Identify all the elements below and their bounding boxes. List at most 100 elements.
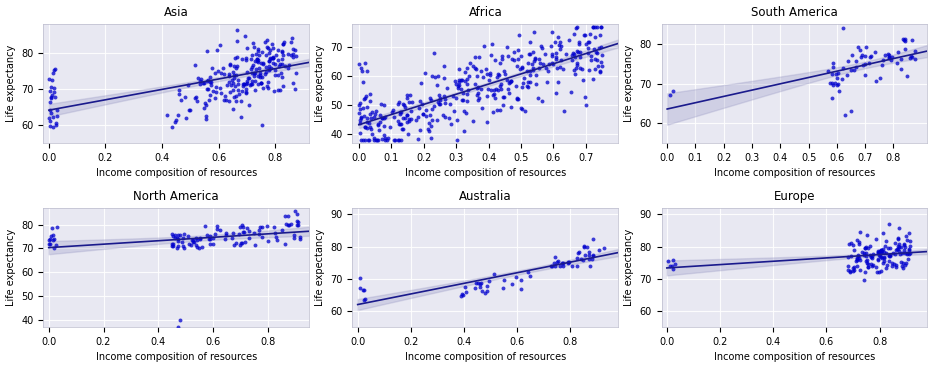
Point bbox=[501, 53, 516, 59]
Point bbox=[545, 53, 560, 59]
Point bbox=[902, 251, 917, 256]
Point bbox=[863, 53, 878, 59]
Point bbox=[543, 43, 558, 49]
Point bbox=[882, 222, 897, 227]
Point bbox=[274, 74, 289, 79]
Point bbox=[166, 233, 181, 239]
Point bbox=[43, 84, 58, 90]
Point bbox=[229, 93, 244, 99]
Point bbox=[522, 68, 537, 74]
Point bbox=[45, 70, 60, 76]
Point bbox=[883, 253, 898, 259]
Point bbox=[198, 223, 213, 229]
Point bbox=[573, 49, 588, 54]
Point bbox=[228, 82, 243, 88]
Point bbox=[567, 54, 582, 60]
Point bbox=[226, 69, 241, 75]
Point bbox=[429, 117, 444, 123]
Point bbox=[354, 65, 369, 71]
Point bbox=[261, 50, 276, 56]
Point bbox=[456, 98, 471, 103]
Point bbox=[189, 244, 204, 250]
Point bbox=[377, 137, 392, 143]
Point bbox=[210, 47, 225, 53]
Point bbox=[202, 237, 217, 243]
Point bbox=[482, 72, 497, 78]
Point bbox=[825, 64, 840, 70]
Point bbox=[219, 82, 234, 88]
Point bbox=[251, 47, 266, 53]
Point bbox=[43, 107, 58, 113]
Point bbox=[230, 77, 245, 83]
Point bbox=[460, 76, 475, 82]
Point bbox=[247, 59, 262, 64]
Point bbox=[412, 127, 427, 133]
Point bbox=[585, 76, 600, 82]
Point bbox=[204, 65, 219, 71]
Point bbox=[859, 260, 874, 266]
Point bbox=[399, 119, 414, 125]
Title: Australia: Australia bbox=[459, 190, 511, 202]
Point bbox=[850, 237, 865, 243]
Point bbox=[494, 53, 509, 59]
Point bbox=[198, 113, 213, 119]
Point bbox=[858, 258, 873, 263]
Point bbox=[182, 107, 197, 113]
Point bbox=[356, 113, 371, 118]
Point bbox=[905, 37, 920, 43]
Point bbox=[180, 82, 195, 88]
Point bbox=[456, 128, 471, 134]
Point bbox=[237, 81, 252, 86]
Point bbox=[487, 87, 502, 93]
Point bbox=[208, 84, 223, 90]
Point bbox=[278, 241, 293, 247]
Point bbox=[222, 61, 237, 67]
Point bbox=[43, 118, 58, 124]
Point bbox=[830, 70, 845, 76]
Point bbox=[564, 263, 579, 269]
Point bbox=[511, 96, 526, 102]
Point bbox=[535, 45, 550, 51]
Point bbox=[288, 209, 303, 215]
Point bbox=[513, 286, 528, 291]
Point bbox=[567, 50, 582, 56]
Point bbox=[845, 265, 860, 270]
Point bbox=[267, 72, 282, 78]
Point bbox=[578, 102, 593, 108]
Point bbox=[868, 49, 883, 55]
Point bbox=[881, 258, 896, 264]
Point bbox=[411, 106, 426, 112]
Point bbox=[527, 56, 542, 61]
Point bbox=[168, 234, 183, 240]
Point bbox=[194, 76, 209, 82]
Point bbox=[254, 80, 269, 86]
Point bbox=[896, 36, 911, 42]
Point bbox=[471, 95, 486, 101]
Point bbox=[226, 75, 241, 81]
Point bbox=[188, 62, 202, 68]
Point bbox=[356, 287, 371, 293]
Point bbox=[191, 245, 206, 251]
Point bbox=[238, 86, 253, 92]
Point bbox=[543, 263, 558, 269]
Point bbox=[457, 78, 472, 84]
X-axis label: Income composition of resources: Income composition of resources bbox=[95, 353, 257, 362]
Point bbox=[426, 103, 441, 109]
Point bbox=[253, 70, 268, 76]
Point bbox=[420, 126, 435, 132]
Point bbox=[369, 108, 383, 114]
Point bbox=[586, 24, 601, 30]
Point bbox=[197, 100, 212, 106]
Point bbox=[44, 94, 59, 100]
Point bbox=[259, 83, 274, 89]
Point bbox=[475, 74, 490, 79]
Point bbox=[540, 79, 555, 85]
Point bbox=[243, 82, 258, 88]
Point bbox=[370, 137, 385, 143]
Point bbox=[268, 53, 283, 59]
Point bbox=[852, 267, 867, 273]
Point bbox=[458, 284, 473, 290]
Point bbox=[250, 56, 265, 62]
Point bbox=[898, 46, 912, 52]
Point bbox=[502, 79, 517, 85]
